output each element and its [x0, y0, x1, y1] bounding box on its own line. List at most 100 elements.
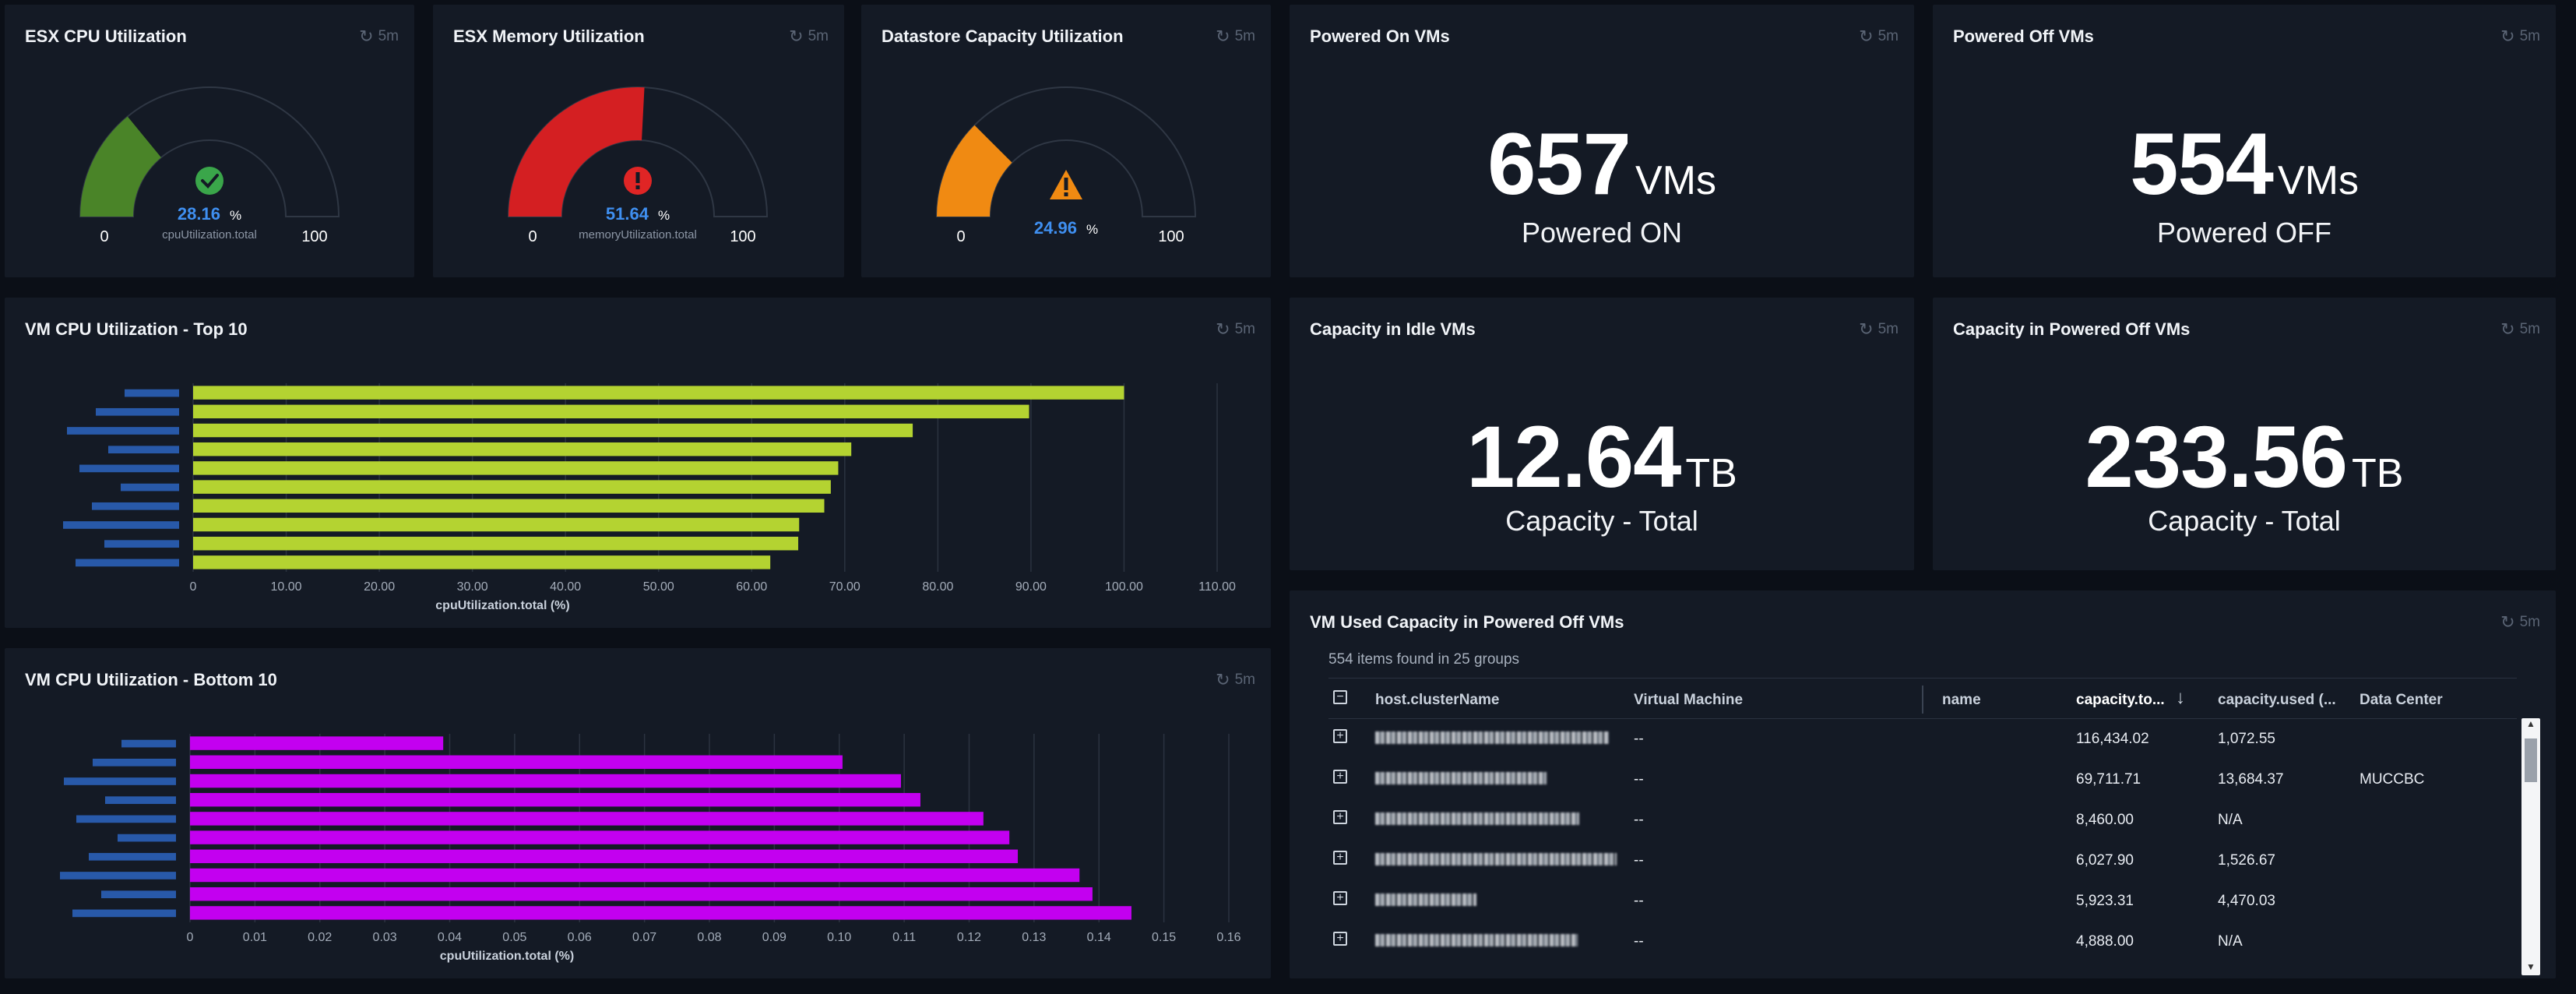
value-number: 233.56	[2085, 408, 2348, 506]
arrow-down-icon[interactable]: ↓	[2176, 687, 2185, 708]
column-header-name[interactable]: name	[1942, 692, 1981, 708]
bar[interactable]	[190, 886, 1093, 901]
category-label-redacted	[118, 834, 176, 842]
bar[interactable]	[193, 536, 799, 551]
panel-title: Datastore Capacity Utilization	[882, 26, 1124, 46]
x-tick-label: 80.00	[922, 580, 953, 594]
column-header-vm[interactable]: Virtual Machine	[1634, 692, 1744, 708]
refresh-icon[interactable]: ↻	[1216, 26, 1230, 46]
table-row[interactable]: + -- 4,888.00 N/A	[1290, 921, 2509, 961]
bar[interactable]	[193, 461, 839, 475]
column-header-data-center[interactable]: Data Center	[2360, 692, 2443, 708]
memory-utilization-panel: ESX Memory Utilization ↻ 5m 0 100 51.64% mem…	[433, 5, 844, 277]
refresh-control[interactable]: ↻ 5m	[1859, 26, 1899, 47]
bar[interactable]	[193, 423, 913, 438]
expand-icon[interactable]: +	[1333, 770, 1347, 784]
bar[interactable]	[190, 792, 920, 807]
refresh-icon[interactable]: ↻	[2500, 319, 2515, 339]
refresh-control[interactable]: ↻ 5m	[1216, 26, 1255, 47]
x-tick-label: 0.10	[827, 931, 851, 944]
x-tick-label: 0.08	[697, 931, 721, 944]
value-unit: TB	[1685, 451, 1737, 496]
expand-icon[interactable]: +	[1333, 810, 1347, 824]
refresh-interval: 5m	[808, 28, 829, 44]
x-tick-label: 110.00	[1198, 580, 1236, 594]
table-row[interactable]: + -- 8,460.00 N/A	[1290, 799, 2509, 840]
panel-title: ESX CPU Utilization	[25, 26, 187, 46]
table-row[interactable]: + -- 116,434.02 1,072.55	[1290, 718, 2509, 759]
category-label-redacted	[108, 446, 179, 454]
table-row[interactable]: + -- 5,923.31 4,470.03	[1290, 880, 2509, 921]
expand-icon[interactable]: +	[1333, 891, 1347, 905]
capacity-total-cell: 116,434.02	[2076, 731, 2149, 747]
column-header-capacity-used[interactable]: capacity.used (...	[2218, 692, 2336, 708]
refresh-icon[interactable]: ↻	[1216, 319, 1230, 339]
refresh-icon[interactable]: ↻	[1859, 26, 1874, 46]
refresh-control[interactable]: ↻ 5m	[2500, 612, 2540, 633]
bar[interactable]	[190, 849, 1019, 864]
category-label-redacted	[67, 427, 179, 435]
expand-icon[interactable]: +	[1333, 851, 1347, 865]
scroll-up-icon[interactable]: ▲	[2526, 718, 2536, 729]
bar[interactable]	[190, 812, 984, 826]
metric-label: Powered ON	[1521, 217, 1683, 248]
bar[interactable]	[190, 774, 901, 788]
refresh-interval: 5m	[2519, 321, 2540, 337]
gauge-min-label: 0	[956, 228, 965, 245]
refresh-icon[interactable]: ↻	[2500, 612, 2515, 632]
refresh-icon[interactable]: ↻	[789, 26, 804, 46]
refresh-icon[interactable]: ↻	[2500, 26, 2515, 46]
bar[interactable]	[193, 517, 800, 532]
category-label-redacted	[121, 483, 179, 492]
scrollbar-thumb[interactable]	[2525, 738, 2537, 782]
refresh-icon[interactable]: ↻	[359, 26, 374, 46]
x-tick-label: 60.00	[736, 580, 767, 594]
refresh-icon[interactable]: ↻	[1859, 319, 1874, 339]
cluster-name-redacted	[1375, 894, 1476, 906]
x-tick-label: 0.07	[632, 931, 656, 944]
column-header-cluster[interactable]: host.clusterName	[1375, 692, 1500, 708]
metric-label: Capacity - Total	[1505, 505, 1698, 537]
refresh-interval: 5m	[1877, 321, 1899, 337]
refresh-control[interactable]: ↻ 5m	[1859, 319, 1899, 340]
refresh-control[interactable]: ↻ 5m	[359, 26, 399, 47]
refresh-interval: 5m	[1234, 321, 1255, 337]
expand-icon[interactable]: +	[1333, 932, 1347, 946]
collapse-all-icon[interactable]: −	[1333, 690, 1347, 704]
x-axis-label: cpuUtilization.total (%)	[440, 950, 574, 963]
bar[interactable]	[190, 755, 843, 770]
refresh-control[interactable]: ↻ 5m	[2500, 26, 2540, 47]
bar[interactable]	[193, 442, 852, 456]
column-header-capacity-total[interactable]: capacity.to...	[2076, 692, 2165, 708]
x-tick-label: 40.00	[550, 580, 581, 594]
bar[interactable]	[190, 868, 1080, 883]
table-row[interactable]: + -- 69,711.71 13,684.37 MUCCBC	[1290, 759, 2509, 799]
bar[interactable]	[193, 386, 1124, 400]
column-divider[interactable]	[1922, 686, 1923, 714]
refresh-control[interactable]: ↻ 5m	[1216, 670, 1255, 690]
table-row[interactable]: + -- 6,027.90 1,526.67	[1290, 840, 2509, 880]
refresh-control[interactable]: ↻ 5m	[2500, 319, 2540, 340]
bar[interactable]	[193, 499, 825, 513]
bar[interactable]	[190, 830, 1010, 844]
x-tick-label: 0.04	[438, 931, 462, 944]
x-tick-label: 70.00	[829, 580, 860, 594]
x-tick-label: 20.00	[364, 580, 395, 594]
bar[interactable]	[190, 736, 444, 750]
expand-icon[interactable]: +	[1333, 729, 1347, 743]
refresh-interval: 5m	[2519, 614, 2540, 630]
bar[interactable]	[193, 555, 771, 569]
vertical-scrollbar[interactable]: ▲ ▼	[2521, 718, 2540, 975]
bar[interactable]	[190, 906, 1131, 920]
refresh-icon[interactable]: ↻	[1216, 670, 1230, 689]
x-tick-label: 0.05	[502, 931, 526, 944]
x-tick-label: 0.01	[243, 931, 267, 944]
refresh-control[interactable]: ↻ 5m	[789, 26, 829, 47]
refresh-control[interactable]: ↻ 5m	[1216, 319, 1255, 340]
bar[interactable]	[193, 404, 1029, 419]
scroll-down-icon[interactable]: ▼	[2526, 961, 2536, 972]
metric-value: 12.64 TB	[1290, 407, 1914, 507]
bar[interactable]	[193, 480, 831, 494]
x-tick-label: 0.11	[892, 931, 916, 944]
capacity-total-cell: 6,027.90	[2076, 852, 2134, 869]
